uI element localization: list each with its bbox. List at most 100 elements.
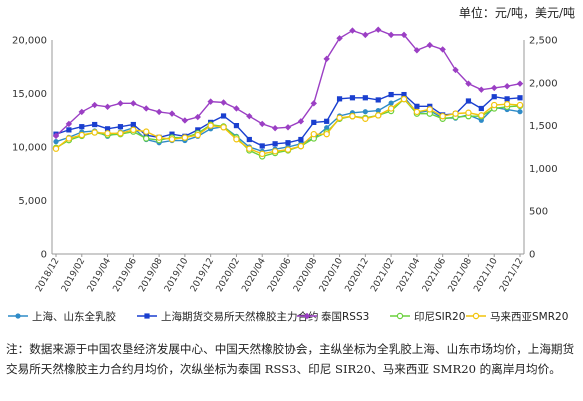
data-point — [271, 148, 279, 155]
y-left-tick-label: 15,000 — [12, 89, 47, 100]
data-point — [413, 47, 421, 54]
data-point — [298, 136, 304, 143]
data-point — [388, 100, 394, 106]
data-point — [336, 114, 343, 122]
y-left-tick-label: 5,000 — [18, 196, 47, 207]
data-point — [130, 121, 136, 128]
x-tick-label: 2020/02 — [215, 257, 242, 294]
data-point — [130, 126, 137, 134]
x-tick-label: 2019/10 — [163, 256, 190, 294]
data-point — [207, 98, 214, 105]
x-tick-label: 2020/04 — [240, 256, 267, 294]
footnote: 注：数据来源于中国农垦经济发展中心、中国天然橡胶协会，主纵坐标为全乳胶上海、山东… — [6, 342, 575, 376]
data-point — [53, 139, 59, 145]
series-line — [55, 28, 521, 137]
data-point — [324, 118, 330, 124]
data-point — [259, 120, 266, 128]
data-point — [336, 35, 343, 42]
data-point — [452, 110, 459, 117]
data-point — [104, 103, 111, 110]
data-point — [310, 100, 317, 107]
data-point — [284, 146, 292, 153]
data-point — [220, 113, 227, 119]
data-point — [246, 136, 252, 143]
legend-marker — [396, 312, 404, 320]
data-point — [52, 145, 60, 152]
legend-label: 上海、山东全乳胶 — [32, 310, 116, 323]
legend-marker — [144, 313, 150, 319]
data-point — [65, 135, 73, 142]
data-point — [465, 109, 472, 116]
data-point — [465, 98, 472, 104]
data-point — [323, 130, 330, 138]
x-tick-label: 2021/08 — [447, 256, 474, 294]
x-tick-label: 2019/04 — [86, 256, 113, 294]
legend-item: 马来西亚SMR20 — [466, 311, 568, 323]
x-tick-label: 2020/08 — [292, 256, 319, 294]
data-point — [400, 95, 408, 103]
data-point — [491, 101, 498, 109]
data-point — [297, 118, 305, 125]
data-point — [168, 136, 176, 143]
data-point — [426, 41, 433, 49]
data-point — [246, 112, 253, 120]
legend-item: 泰国RSS3 — [297, 310, 369, 323]
x-tick-label: 2020/06 — [266, 256, 293, 294]
y-right-tick-label: 2,500 — [529, 36, 558, 47]
data-point — [478, 86, 485, 93]
data-point — [117, 124, 124, 130]
data-point — [375, 112, 382, 119]
data-point — [362, 95, 368, 101]
data-point — [503, 83, 511, 90]
y-right-tick-label: 1,000 — [529, 164, 558, 175]
x-tick-label: 2020/10 — [318, 256, 345, 294]
data-point — [143, 135, 150, 142]
x-tick-label: 2019/12 — [189, 257, 216, 294]
data-point — [504, 96, 510, 102]
data-point — [233, 136, 240, 143]
data-point — [65, 120, 73, 128]
x-tick-label: 2021/04 — [395, 256, 422, 294]
legend-item: 印尼SIR20 — [390, 311, 465, 323]
data-point — [401, 91, 407, 98]
data-point — [233, 123, 240, 129]
data-point — [336, 96, 343, 102]
legend-marker — [472, 312, 480, 320]
data-point — [104, 126, 111, 132]
data-point — [478, 112, 485, 119]
data-point — [517, 109, 523, 115]
data-point — [516, 80, 524, 87]
legend-label: 上海期货交易所天然橡胶主力合约 — [161, 310, 319, 323]
data-point — [349, 112, 356, 120]
data-point — [207, 122, 214, 129]
data-point — [194, 131, 201, 139]
data-point — [52, 132, 60, 140]
series-3 — [52, 26, 524, 140]
data-point — [503, 100, 511, 108]
series-5 — [52, 95, 524, 158]
data-point — [297, 142, 305, 150]
data-point — [349, 95, 356, 101]
data-point — [284, 124, 292, 131]
data-point — [310, 130, 317, 138]
data-point — [362, 109, 368, 115]
data-point — [387, 105, 395, 112]
y-right-tick-label: 1,500 — [529, 121, 558, 132]
x-tick-label: 2019/06 — [112, 256, 139, 294]
data-point — [78, 131, 85, 139]
data-point — [79, 124, 85, 130]
data-point — [375, 26, 382, 33]
data-point — [491, 94, 497, 100]
data-point — [516, 101, 524, 109]
data-point — [130, 100, 137, 107]
data-point — [388, 91, 394, 98]
data-point — [181, 117, 189, 124]
data-point — [387, 31, 395, 39]
legend-label: 印尼SIR20 — [414, 311, 465, 323]
data-point — [117, 130, 124, 137]
x-tick-label: 2021/10 — [472, 256, 499, 294]
data-point — [452, 66, 459, 74]
data-point — [104, 130, 111, 137]
data-point — [246, 145, 253, 152]
data-point — [143, 128, 150, 135]
